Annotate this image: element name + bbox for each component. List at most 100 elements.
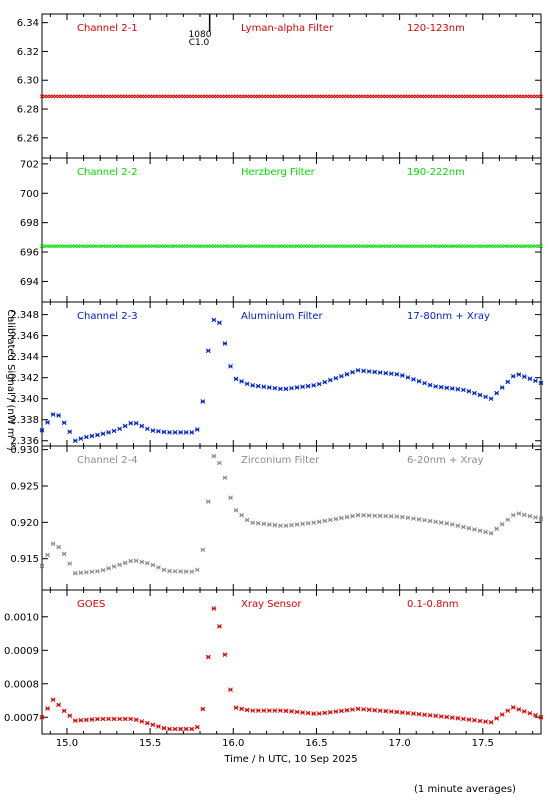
data-point [78, 436, 84, 441]
data-point [172, 726, 178, 732]
data-point [433, 384, 439, 389]
panel-label: Channel 2-2 [77, 167, 138, 178]
data-point [50, 541, 56, 547]
data-point [449, 715, 455, 720]
data-point [499, 712, 505, 717]
data-point [45, 706, 50, 711]
data-point [139, 719, 145, 724]
data-point [167, 429, 172, 435]
data-point [422, 517, 427, 523]
data-point [305, 710, 311, 716]
data-point [488, 396, 494, 402]
data-point [300, 710, 305, 715]
data-point [95, 568, 100, 574]
flare-marker-label-top: 1080 [189, 30, 212, 40]
data-point [278, 523, 283, 529]
data-point [377, 708, 383, 714]
y-axis-label: Calibrated Signal / (nW m⁻²) [5, 309, 16, 451]
y-tick-label: 698 [20, 218, 39, 229]
data-point [61, 551, 67, 557]
data-point [289, 522, 294, 528]
data-point [139, 559, 145, 565]
data-point [72, 570, 78, 576]
data-point [316, 381, 322, 387]
data-point [533, 712, 538, 718]
data-point [78, 717, 84, 723]
data-point [316, 519, 322, 525]
data-point [339, 708, 344, 714]
data-point [344, 707, 350, 713]
y-tick-label: 702 [20, 159, 39, 170]
data-point [200, 399, 206, 404]
data-point [266, 385, 272, 390]
data-point [67, 429, 73, 435]
data-point [449, 522, 455, 527]
data-point [466, 388, 472, 394]
x-tick-label: 16.0 [222, 738, 244, 749]
x-tick-label: 15.5 [139, 738, 161, 749]
data-point [494, 526, 499, 532]
data-point [183, 429, 189, 435]
y-tick-label: 6.32 [17, 47, 39, 58]
data-point [483, 719, 488, 724]
data-point [172, 568, 178, 574]
data-point [422, 380, 427, 386]
data-points [39, 453, 544, 576]
data-point [200, 547, 206, 553]
data-point [416, 517, 422, 522]
data-point [228, 687, 233, 693]
data-point [455, 715, 461, 721]
data-point [128, 558, 134, 564]
data-point [128, 716, 134, 722]
data-point [350, 369, 355, 375]
data-point [516, 707, 522, 712]
panel-4: 0.915 0.920 0.925 0.930 Channel 2-4 Zirconium… [10, 445, 544, 591]
data-point [89, 717, 95, 722]
data-point [255, 520, 261, 526]
data-point [211, 453, 217, 459]
data-point [178, 429, 183, 435]
data-point [300, 384, 305, 390]
data-point [45, 552, 50, 558]
y-tick-label: 700 [20, 189, 39, 200]
data-point [533, 378, 538, 384]
y-tick-label: 0.930 [10, 445, 39, 456]
data-point [111, 564, 117, 569]
data-point [510, 373, 516, 379]
flare-marker: 1080 C1.0 [189, 14, 212, 48]
data-point [361, 706, 366, 712]
data-point [56, 544, 61, 550]
data-point [117, 426, 122, 432]
data-point [261, 521, 267, 527]
data-point [361, 512, 366, 518]
data-point [228, 363, 233, 369]
data-point [327, 377, 333, 383]
data-point [261, 708, 267, 713]
data-point [377, 370, 383, 375]
data-point [383, 370, 389, 376]
data-point [78, 570, 84, 576]
x-tick-label: 15.0 [56, 738, 78, 749]
data-point [144, 426, 150, 432]
data-point [144, 720, 150, 726]
x-axis-label: Time / h UTC, 10 Sep 2025 [223, 754, 357, 765]
data-point [400, 710, 405, 715]
data-point [283, 708, 289, 714]
data-point [106, 429, 111, 435]
data-point [350, 513, 355, 519]
data-point [527, 376, 533, 382]
data-point [167, 568, 172, 574]
data-point [461, 524, 466, 530]
data-point [510, 705, 516, 710]
data-point [488, 530, 494, 536]
data-point [272, 708, 278, 713]
panel-frame [41, 445, 542, 591]
data-point [272, 385, 278, 391]
data-point [394, 371, 400, 377]
data-point [39, 563, 45, 569]
data-point [189, 569, 195, 575]
data-point [538, 714, 544, 720]
data-point [372, 513, 378, 519]
panel-1: 6.26 6.28 6.30 6.32 6.34 Channel 2-1 Lyman-alp… [17, 13, 543, 159]
data-point [405, 710, 411, 716]
